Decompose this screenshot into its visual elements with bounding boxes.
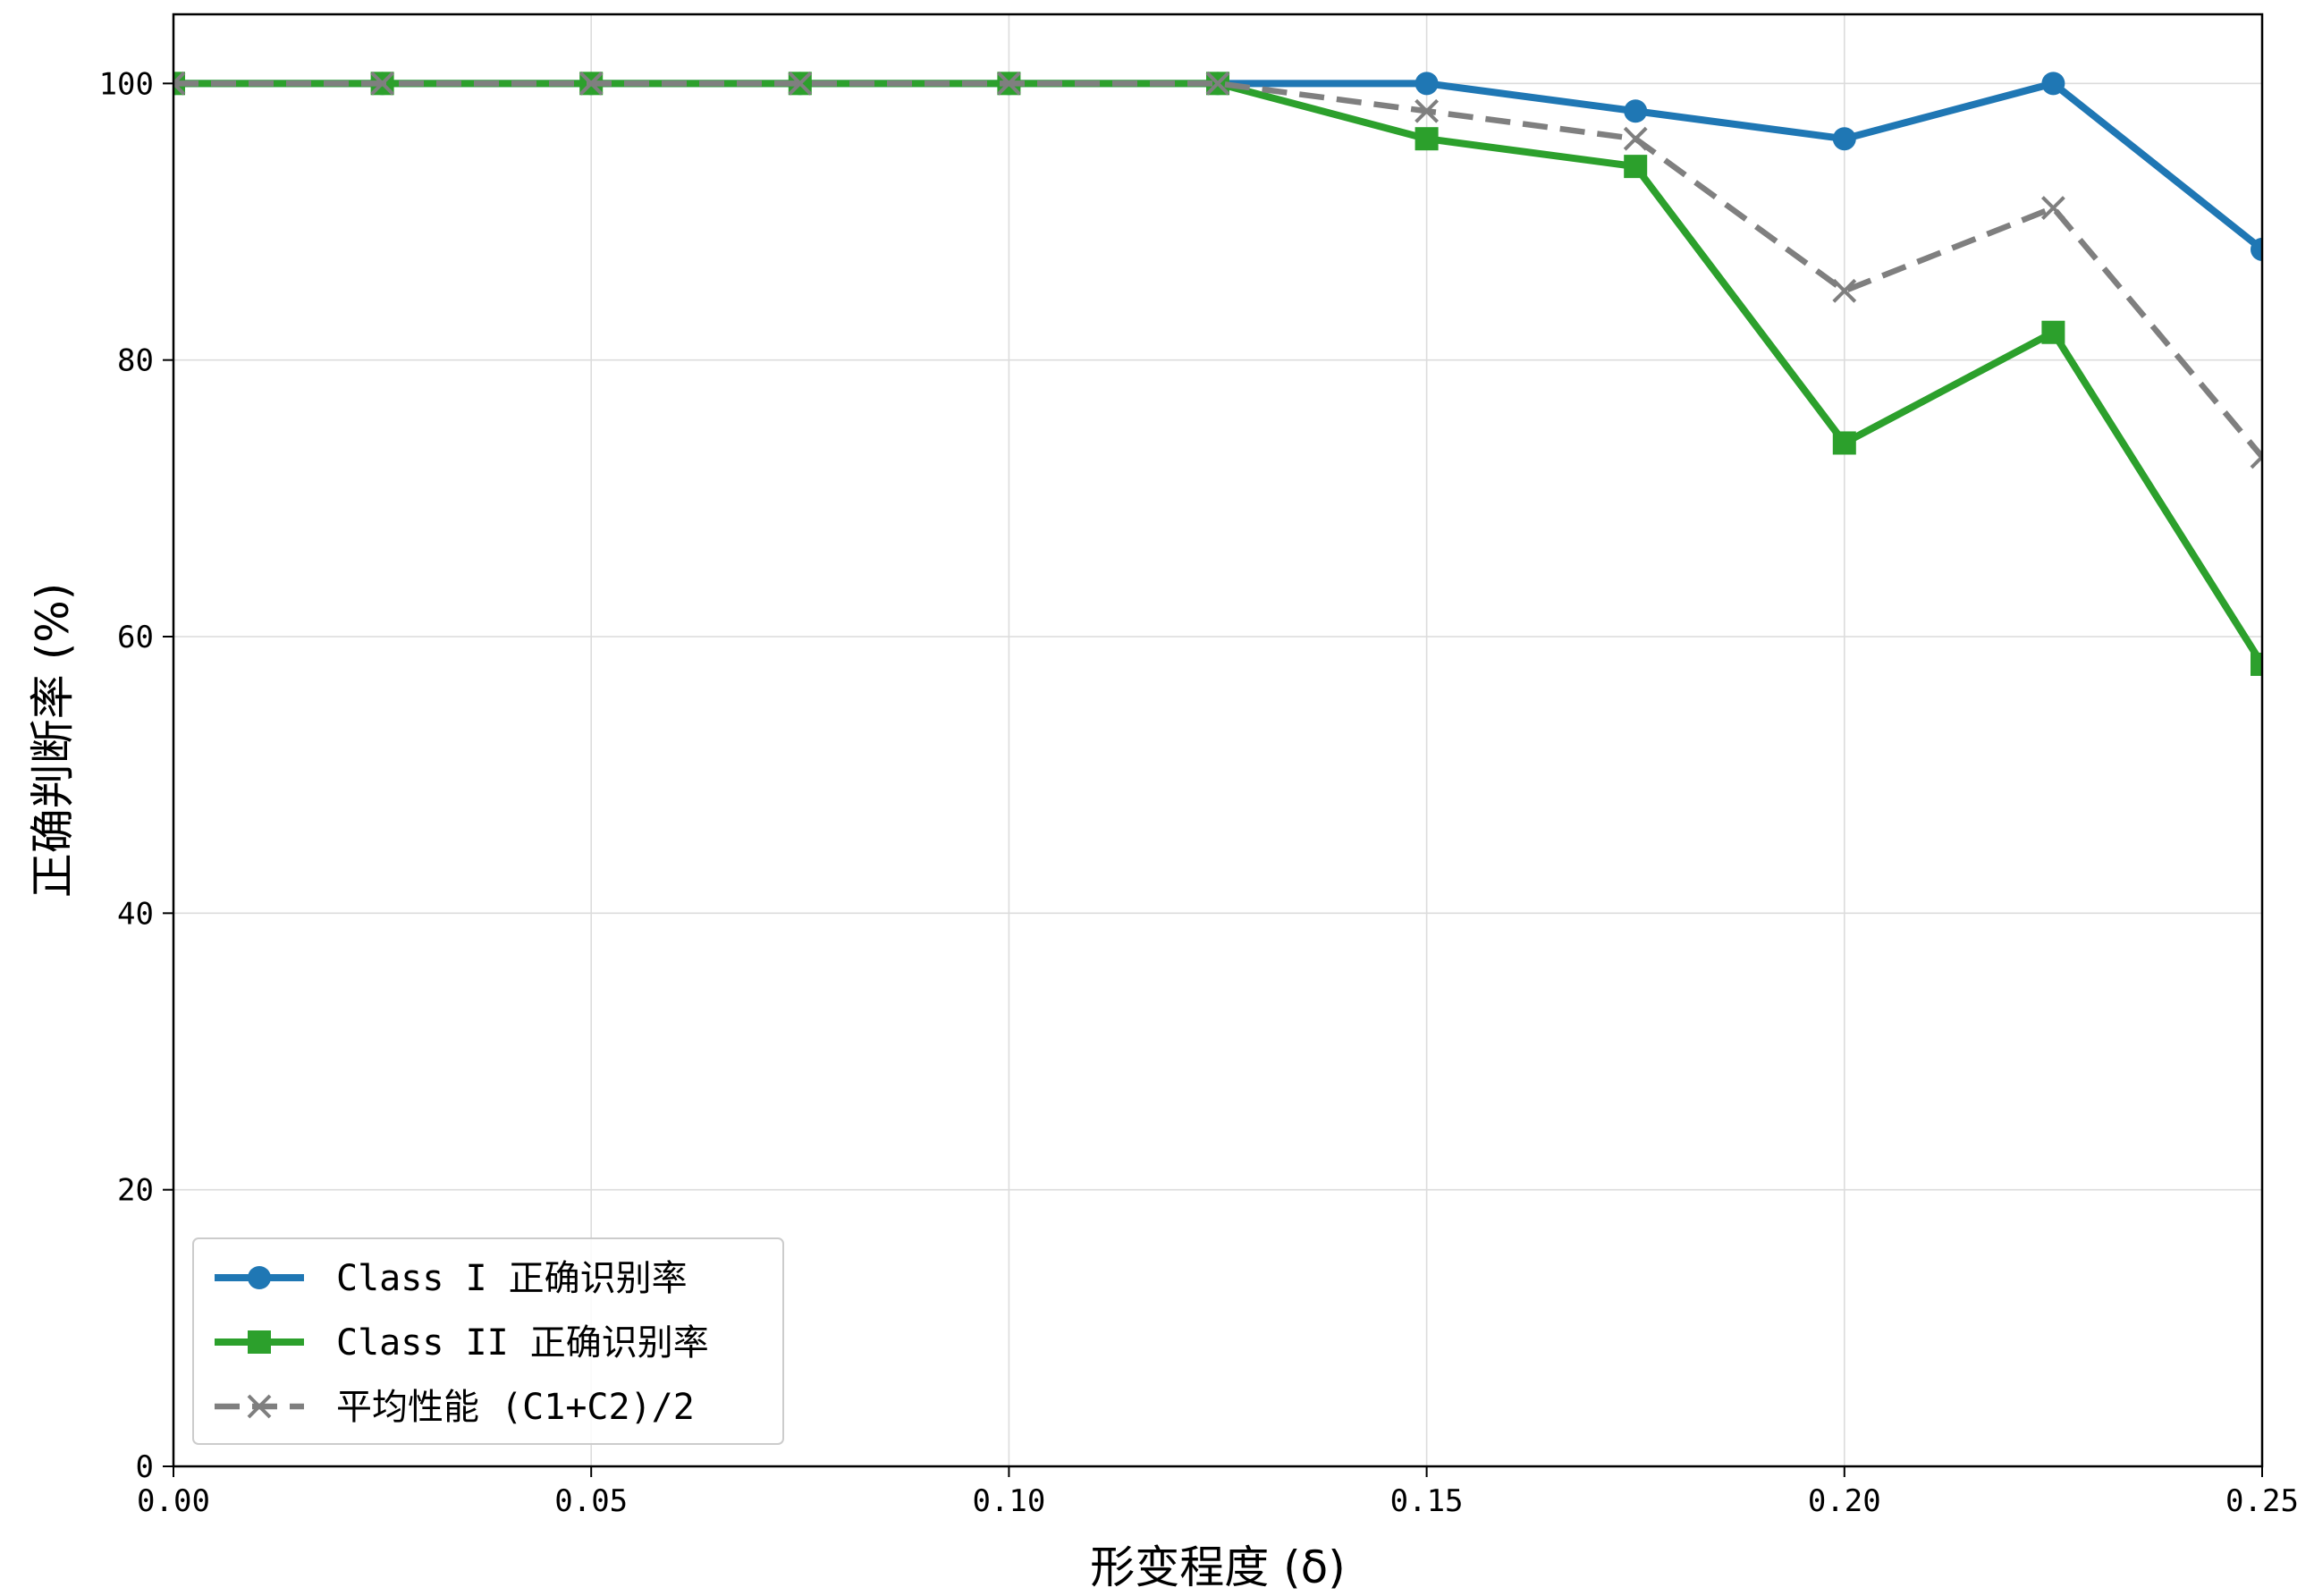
series-1-point — [1832, 127, 1856, 151]
x-tick-label: 0.00 — [137, 1483, 210, 1519]
y-tick-label: 0 — [136, 1449, 154, 1485]
legend-item: Class II 正确识别率 — [215, 1322, 709, 1364]
series-3-point — [173, 71, 186, 96]
series-3-point — [2250, 444, 2262, 469]
y-tick-label: 60 — [117, 620, 154, 655]
x-tick-label: 0.20 — [1808, 1483, 1881, 1519]
series-1-point — [2041, 72, 2065, 96]
x-tick-label: 0.10 — [972, 1483, 1045, 1519]
series-1-point — [1415, 72, 1439, 96]
series-3-point — [788, 71, 813, 96]
y-axis: 0 20 40 60 80 100 — [99, 66, 173, 1485]
series-2-point — [1415, 127, 1439, 151]
x-axis-title: 形变程度 (δ) — [1090, 1541, 1346, 1593]
x-axis: 0.00 0.05 0.10 0.15 0.20 0.25 — [137, 1466, 2299, 1519]
x-tick-label: 0.15 — [1390, 1483, 1464, 1519]
series-3-point — [578, 71, 604, 96]
grid-lines — [173, 14, 2263, 1467]
y-tick-label: 100 — [99, 66, 154, 102]
legend-item: 平均性能 (C1+C2)/2 — [215, 1387, 695, 1428]
series-2-point — [2251, 652, 2262, 676]
series-3-point — [1415, 98, 1440, 123]
series-3-point — [1832, 278, 1857, 303]
legend-marker — [247, 1394, 272, 1419]
series-3-point — [996, 71, 1021, 96]
series-3-point — [370, 71, 395, 96]
x-tick-label: 0.05 — [554, 1483, 628, 1519]
series-3-point — [1205, 71, 1230, 96]
series-layer — [173, 71, 2262, 676]
series-3-line — [173, 80, 2262, 460]
y-tick-label: 20 — [117, 1173, 154, 1209]
legend-label: Class I 正确识别率 — [336, 1258, 688, 1299]
y-axis-title: 正确判断率 (%) — [27, 583, 79, 898]
legend-box — [192, 1237, 784, 1445]
series-3-point — [1623, 126, 1648, 151]
legend-item: Class I 正确识别率 — [215, 1258, 688, 1299]
legend-marker — [248, 1266, 271, 1289]
series-1-point — [2251, 237, 2262, 261]
legend-label: Class II 正确识别率 — [336, 1322, 709, 1364]
y-tick-label: 80 — [117, 343, 154, 379]
series-1-point — [1624, 99, 1648, 123]
series-2-point — [1624, 155, 1648, 179]
legend-label: 平均性能 (C1+C2)/2 — [336, 1387, 695, 1428]
series-2-point — [1832, 431, 1856, 455]
x-tick-label: 0.25 — [2225, 1483, 2299, 1519]
plot-background — [173, 14, 2262, 1466]
series-3 — [173, 71, 2262, 469]
plot-frame — [172, 13, 2264, 1468]
series-3-point — [2040, 196, 2065, 220]
series-2-point — [2041, 320, 2065, 344]
legend-marker — [248, 1330, 271, 1354]
y-tick-label: 40 — [117, 896, 154, 932]
